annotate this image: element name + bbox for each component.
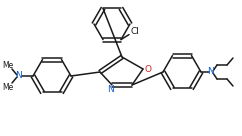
Text: Me: Me [2, 83, 14, 92]
Text: Me: Me [2, 61, 14, 69]
Text: O: O [144, 64, 151, 73]
Text: N: N [208, 67, 214, 76]
Text: N: N [108, 84, 114, 94]
Text: N: N [16, 72, 22, 81]
Text: Cl: Cl [131, 27, 139, 36]
